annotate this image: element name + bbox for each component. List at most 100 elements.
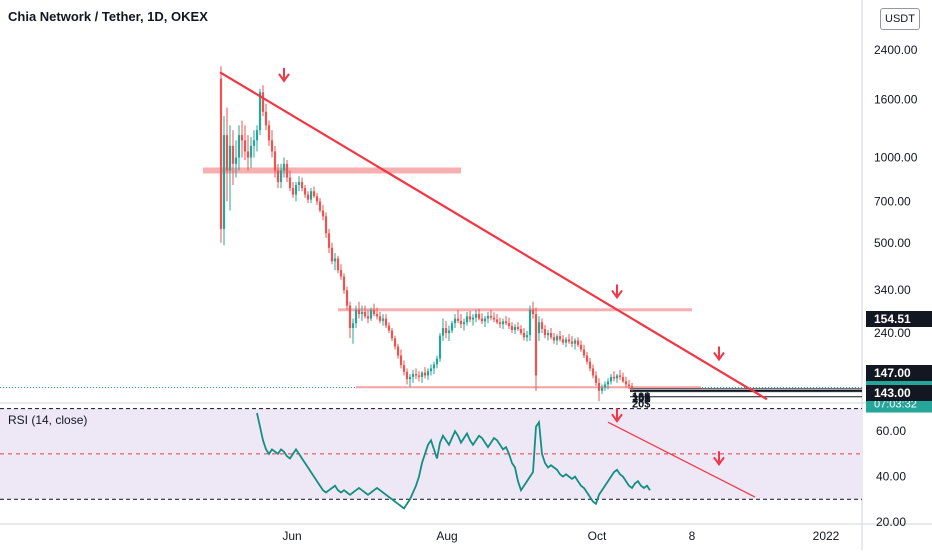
candle-body [360,311,364,315]
candle-body [408,376,412,380]
resistance-zone [203,167,461,174]
candle-body [447,330,451,334]
candle-body [591,368,595,376]
candle-body [513,327,517,331]
currency-selector[interactable]: USDT [880,8,920,30]
candle-body [288,177,292,189]
down-arrow-head [611,289,623,300]
candle-body [237,135,241,158]
rsi-down-arrow-head [713,456,725,466]
candle-body [546,333,550,336]
candle-body [405,371,409,380]
candle-body [369,309,373,319]
candle-body [279,170,283,182]
price-tick-label: 1000.00 [874,151,918,165]
candle-body [579,344,583,350]
candle-body [348,305,352,329]
candle-body [573,340,577,344]
candle-body [615,375,619,379]
price-tick-label: 240.00 [874,326,911,340]
candle-body [381,318,385,321]
rsi-tick-label: 60.00 [876,424,906,438]
candle-body [258,92,262,131]
candle-body [222,135,226,229]
candle-body [486,315,490,319]
candle-body [582,349,586,356]
candle-body [435,358,439,365]
candle-body [309,191,313,200]
candle-body [597,382,601,391]
candle-body [375,314,379,317]
candle-body [483,318,487,322]
candle-body [570,341,574,344]
candle-body [339,270,343,277]
candle-body [462,322,466,325]
candle-body [336,258,340,271]
candle-body [273,151,277,171]
downtrend-line [219,71,768,401]
candle-body [423,372,427,376]
price-level-tag [866,385,932,401]
candle-body [303,188,307,195]
candle-body [576,340,580,345]
candle-body [456,318,460,321]
candle-body [630,386,634,388]
candle-body [321,210,325,217]
candle-body [306,194,310,200]
candle-body [477,314,481,319]
candle-body [480,318,484,322]
candle-body [510,326,514,331]
candle-body [543,329,547,336]
candle-body [450,323,454,331]
price-level-tag [866,311,932,327]
candle-body [465,316,469,323]
candle-body [531,309,535,315]
candle-body [264,111,268,126]
bar-countdown: 07:03:32 [874,399,917,411]
candle-body [411,374,415,377]
candle-body [522,333,526,338]
rsi-tick-label: 40.00 [876,470,906,484]
candle-body [606,381,610,385]
candle-body [534,314,538,376]
candle-body [402,365,406,372]
candle-body [225,135,229,171]
candle-body [516,327,520,330]
candle-body [498,322,502,325]
candle-body [351,323,355,329]
candle-body [231,145,235,164]
candle-body [378,316,382,321]
candle-body [441,328,445,336]
candle-body [525,335,529,338]
candle-body [528,309,532,336]
candle-body [399,355,403,366]
candle-body [219,78,223,229]
price-level-value: 154.51 [874,312,911,326]
candle-body [417,375,421,377]
candle-body [603,384,607,388]
target-label: 20$ [632,394,650,406]
candle-body [390,330,394,339]
candle-body [537,322,541,334]
target-label: 20$ [632,399,650,411]
candle-body [426,371,430,376]
time-tick-label: Aug [436,529,457,543]
rsi-trendline [607,421,756,498]
time-tick-label: 2022 [813,529,840,543]
price-level-value: 143.00 [874,386,911,400]
candle-body [507,323,511,327]
time-tick-label: 8 [689,529,696,543]
candle-body [567,339,571,342]
candle-body [243,140,247,152]
candle-body [558,336,562,340]
price-tick-label: 1600.00 [874,93,918,107]
candle-body [252,140,256,146]
candle-body [438,335,442,359]
price-level-value: 147.00 [874,366,911,380]
candle-body [333,258,337,262]
candle-body [276,170,280,182]
price-tick-label: 500.00 [874,236,911,250]
candle-body [621,376,625,382]
